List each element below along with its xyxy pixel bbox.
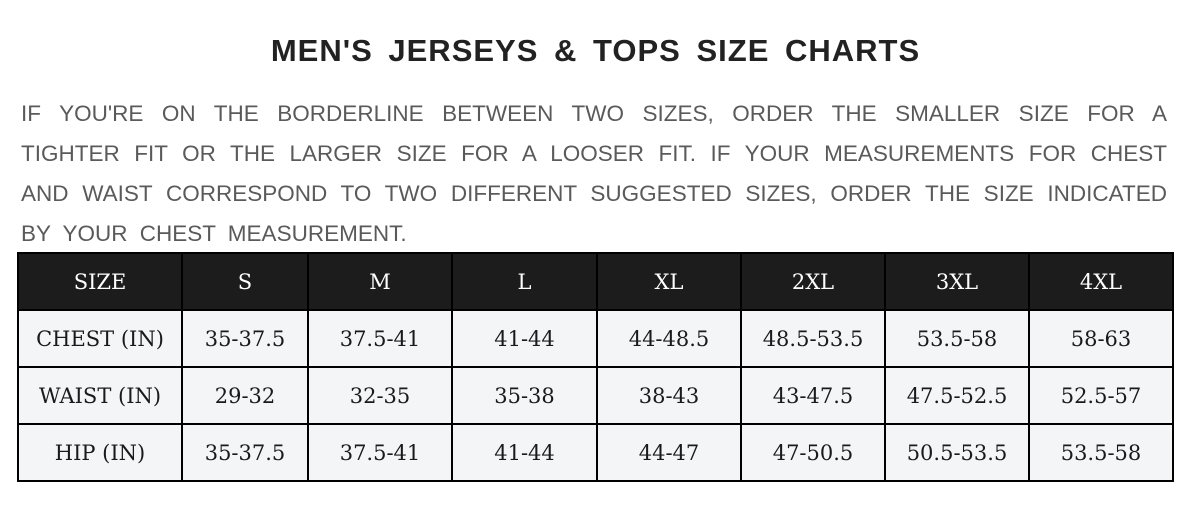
table-cell: 35-37.5 (181, 423, 309, 482)
table-header-row: SIZE S M L XL 2XL 3XL 4XL (17, 252, 1174, 311)
page-title: MEN'S JERSEYS & TOPS SIZE CHARTS (270, 33, 921, 68)
table-cell: 4XL (1028, 252, 1174, 311)
table-cell: 48.5-53.5 (740, 309, 886, 368)
table-cell: 47.5-52.5 (884, 366, 1030, 425)
size-chart-table: SIZE S M L XL 2XL 3XL 4XL CHEST (IN) 35-37.5 37.5-… (17, 252, 1174, 482)
note-line: BY YOUR CHEST MEASUREMENT. (21, 221, 407, 246)
table-cell: 37.5-41 (307, 423, 453, 482)
table-cell: 3XL (884, 252, 1030, 311)
sizing-note: IF YOU'RE ON THE BORDERLINE BETWEEN TWO … (21, 94, 1167, 254)
table-row: HIP (IN) 35-37.5 37.5-41 41-44 44-47 47-50.5 5… (17, 423, 1174, 482)
table-cell: 53.5-58 (884, 309, 1030, 368)
note-line: IF YOU'RE ON THE BORDERLINE BETWEEN TWO … (21, 101, 1167, 126)
table-row: CHEST (IN) 35-37.5 37.5-41 41-44 44-48.5 48.5… (17, 309, 1174, 368)
note-line: TIGHTER FIT OR THE LARGER SIZE FOR A LOO… (21, 141, 1167, 166)
table-cell: 50.5-53.5 (884, 423, 1030, 482)
table-cell: 41-44 (451, 423, 598, 482)
table-cell: 44-48.5 (596, 309, 742, 368)
table-cell: 44-47 (596, 423, 742, 482)
table-cell: 32-35 (307, 366, 453, 425)
table-cell: 43-47.5 (740, 366, 886, 425)
row-label-cell: HIP (IN) (17, 423, 183, 482)
table-cell: 41-44 (451, 309, 598, 368)
note-line: AND WAIST CORRESPOND TO TWO DIFFERENT SU… (21, 181, 1167, 206)
table-cell: 52.5-57 (1028, 366, 1174, 425)
row-label-cell: SIZE (17, 252, 183, 311)
table-row: WAIST (IN) 29-32 32-35 35-38 38-43 43-47.5 47.… (17, 366, 1174, 425)
row-label-cell: CHEST (IN) (17, 309, 183, 368)
table-cell: M (307, 252, 453, 311)
table-cell: 29-32 (181, 366, 309, 425)
table-cell: 58-63 (1028, 309, 1174, 368)
table-cell: S (181, 252, 309, 311)
table-cell: 2XL (740, 252, 886, 311)
table-cell: 47-50.5 (740, 423, 886, 482)
table-cell: 35-37.5 (181, 309, 309, 368)
table-cell: 37.5-41 (307, 309, 453, 368)
table-cell: L (451, 252, 598, 311)
table-cell: 53.5-58 (1028, 423, 1174, 482)
table-cell: XL (596, 252, 742, 311)
table-cell: 38-43 (596, 366, 742, 425)
table-cell: 35-38 (451, 366, 598, 425)
row-label-cell: WAIST (IN) (17, 366, 183, 425)
